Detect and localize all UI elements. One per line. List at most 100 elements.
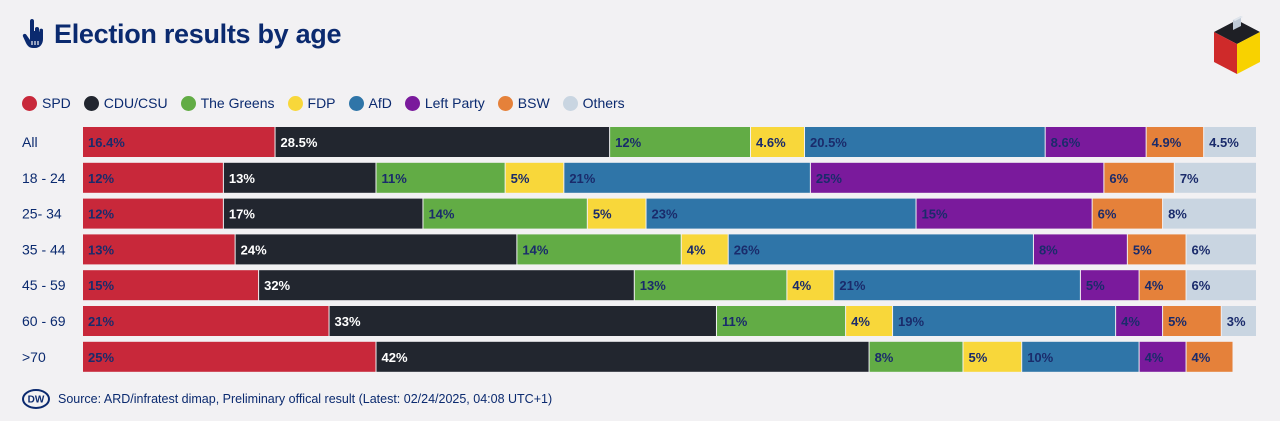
bar-segment: [610, 127, 751, 157]
chart-title: Election results by age: [54, 18, 342, 49]
data-label: 4%: [687, 242, 706, 257]
legend-swatch: [180, 95, 196, 111]
data-label: 12%: [88, 171, 114, 186]
ballot-box-icon: [1214, 16, 1260, 74]
data-label: 15%: [88, 278, 114, 293]
bar-segment: [1116, 306, 1163, 336]
legend-swatch: [404, 95, 420, 111]
data-label: 16.4%: [88, 135, 125, 150]
legend-label: SPD: [42, 95, 71, 111]
bar-segment: [564, 162, 810, 193]
bar-segment: [634, 270, 787, 301]
data-label: 5%: [511, 171, 530, 186]
bar-segment: [505, 162, 564, 193]
data-label: 12%: [615, 135, 641, 150]
data-label: 12%: [88, 207, 114, 222]
bar-segment: [1204, 127, 1256, 157]
category-label: 25- 34: [22, 206, 62, 222]
data-label: 8%: [1039, 242, 1058, 257]
bar-segment: [787, 270, 834, 301]
legend-label: BSW: [517, 95, 550, 111]
legend-label: The Greens: [200, 95, 275, 111]
data-label: 20.5%: [810, 135, 847, 150]
legend-swatch: [562, 95, 578, 111]
data-label: 6%: [1109, 171, 1128, 186]
legend-label: AfD: [368, 95, 392, 111]
legend-item: AfD: [348, 95, 392, 111]
legend-item: FDP: [287, 95, 336, 111]
pointing-hand-icon: [22, 19, 43, 48]
data-label: 14%: [428, 207, 454, 222]
data-label: 6%: [1192, 278, 1211, 293]
category-label: 45 - 59: [22, 277, 66, 293]
data-label: 17%: [229, 207, 255, 222]
svg-text:DW: DW: [28, 395, 45, 406]
data-label: 5%: [1086, 278, 1105, 293]
bar-segment: [83, 341, 376, 372]
bar-segment: [810, 162, 1104, 193]
bar-segment: [1022, 341, 1139, 372]
legend-label: CDU/CSU: [103, 95, 168, 111]
bar-segment: [1186, 234, 1256, 265]
data-label: 19%: [898, 314, 924, 329]
bar-segment: [1139, 341, 1186, 372]
title-row: Election results by age: [22, 14, 342, 54]
data-label: 4.6%: [756, 135, 786, 150]
data-label: 13%: [640, 278, 666, 293]
legend-swatch: [83, 95, 99, 111]
category-label: All: [22, 134, 38, 150]
bar-segment: [728, 234, 1033, 265]
bar-segment: [846, 306, 893, 336]
bar-segment: [423, 198, 587, 229]
bar-segment: [1146, 127, 1204, 157]
legend-item: Others: [562, 95, 625, 111]
data-label: 5%: [969, 350, 988, 365]
category-label: >70: [22, 349, 46, 365]
bar-segment: [587, 198, 646, 229]
bar-segment: [83, 127, 275, 157]
data-label: 21%: [569, 171, 595, 186]
data-label: 15%: [922, 207, 948, 222]
data-label: 13%: [88, 242, 114, 257]
legend-item: SPD: [22, 95, 71, 111]
data-label: 13%: [229, 171, 255, 186]
data-label: 5%: [1133, 242, 1152, 257]
data-label: 23%: [652, 207, 678, 222]
legend: SPD CDU/CSU The Greens FDP AfD Left Part…: [22, 93, 638, 113]
data-label: 24%: [241, 242, 267, 257]
data-label: 6%: [1098, 207, 1117, 222]
data-label: 33%: [335, 314, 361, 329]
bar-segment: [869, 341, 963, 372]
bar-segment: [235, 234, 517, 265]
bar-segment: [1104, 162, 1174, 193]
category-label: 18 - 24: [22, 170, 66, 186]
bar-segment: [83, 306, 329, 336]
data-label: 26%: [734, 242, 760, 257]
bar-segment: [1033, 234, 1127, 265]
bar-segment: [223, 162, 376, 193]
dw-logo-icon: DW: [22, 389, 50, 409]
bar-segment: [751, 127, 805, 157]
data-label: 42%: [382, 350, 408, 365]
data-label: 7%: [1180, 171, 1199, 186]
data-label: 4%: [1121, 314, 1140, 329]
legend-swatch: [497, 95, 513, 111]
legend-label: FDP: [307, 95, 336, 111]
legend-label: Others: [582, 95, 625, 111]
bar-segment: [1080, 270, 1139, 301]
bar-segment: [83, 234, 235, 265]
bar-segment: [376, 341, 869, 372]
bar-segment: [259, 270, 634, 301]
bar-segment: [1221, 306, 1256, 336]
category-label: 35 - 44: [22, 241, 66, 257]
bar-segment: [1045, 127, 1146, 157]
data-label: 28.5%: [281, 135, 318, 150]
source-row: DW Source: ARD/infratest dimap, Prelimin…: [22, 389, 552, 409]
legend-swatch: [287, 95, 303, 111]
data-label: 4%: [1145, 350, 1164, 365]
bar-segment: [329, 306, 716, 336]
legend-swatch: [22, 95, 37, 111]
bar-segment: [376, 162, 505, 193]
data-label: 5%: [1168, 314, 1187, 329]
